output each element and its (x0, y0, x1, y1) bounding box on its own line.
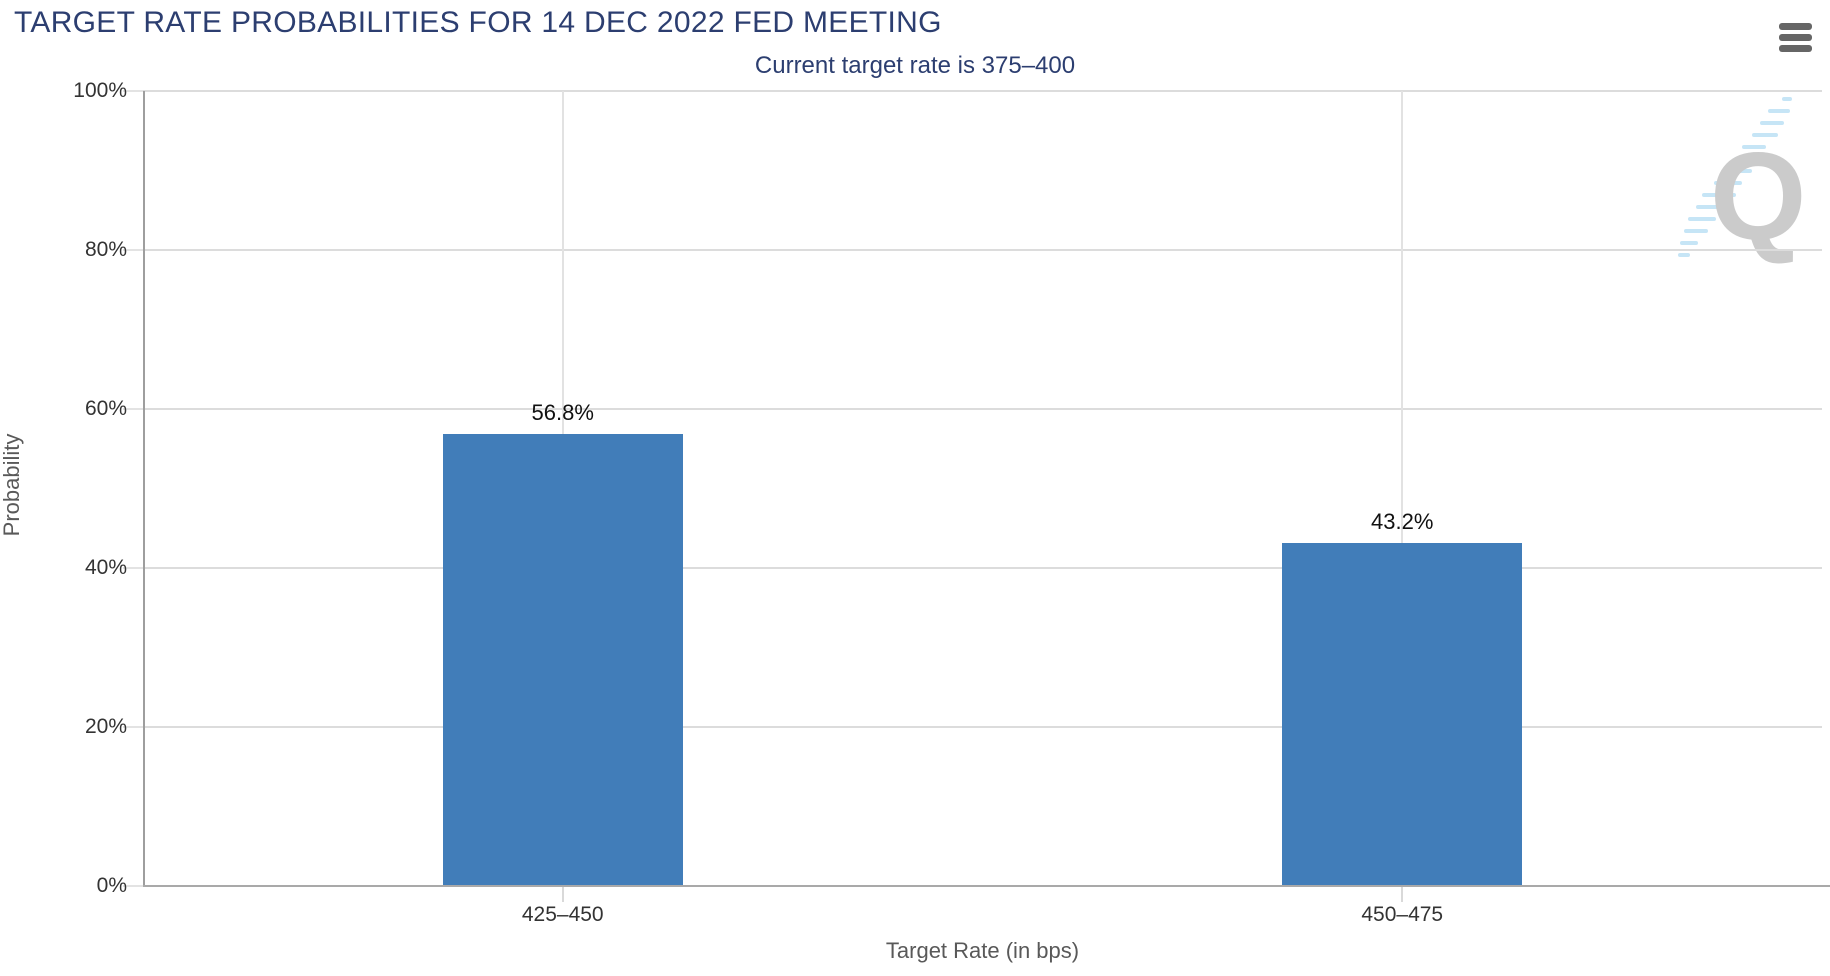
hamburger-menu-icon[interactable] (1779, 22, 1815, 53)
x-axis-title: Target Rate (in bps) (885, 938, 1080, 963)
bar-450-475[interactable] (1282, 542, 1523, 886)
y-tick-mark (123, 408, 143, 410)
y-tick-mark (123, 885, 143, 887)
page-title: TARGET RATE PROBABILITIES FOR 14 DEC 202… (14, 6, 942, 39)
y-tick-label: 0% (96, 874, 127, 897)
x-tick-label: 450–475 (1361, 903, 1444, 926)
x-tick-label: 425–450 (521, 903, 604, 926)
y-tick-label: 80% (84, 238, 127, 261)
chart-subtitle: Current target rate is 375–400 (754, 52, 1076, 79)
y-gridline (143, 408, 1822, 410)
y-tick-mark (123, 567, 143, 569)
bar-value-label: 56.8% (531, 400, 594, 426)
y-tick-label: 40% (84, 556, 127, 579)
x-tick-mark (1401, 886, 1404, 902)
x-gridline (1401, 91, 1404, 886)
plot-area: Q 56.8% 43.2% (123, 90, 1830, 902)
svg-text:Q: Q (1710, 128, 1806, 266)
bar-425-450[interactable] (442, 434, 683, 886)
y-tick-label: 20% (84, 715, 127, 738)
y-tick-label: 100% (73, 79, 127, 102)
y-axis-title: Probability (0, 433, 24, 537)
y-gridline (143, 567, 1822, 569)
y-tick-mark (123, 726, 143, 728)
quikstrike-watermark-icon: Q (1678, 97, 1806, 266)
hamburger-bar (1779, 34, 1812, 41)
y-gridline (143, 726, 1822, 728)
hamburger-bar (1779, 23, 1812, 30)
bar-value-label: 43.2% (1371, 508, 1434, 534)
y-tick-mark (123, 90, 143, 92)
y-axis-line (143, 91, 145, 886)
y-tick-mark (123, 249, 143, 251)
y-gridline (143, 90, 1822, 92)
y-tick-label: 60% (84, 397, 127, 420)
x-tick-mark (561, 886, 564, 902)
y-gridline (143, 249, 1822, 251)
x-axis-line (143, 885, 1830, 887)
hamburger-bar (1779, 45, 1812, 52)
